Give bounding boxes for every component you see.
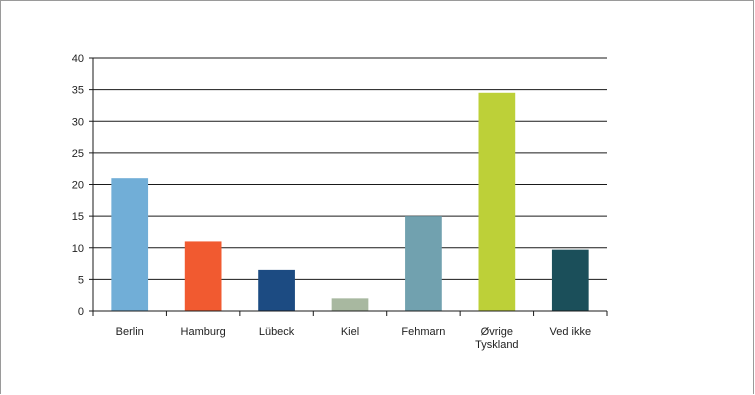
- x-tick-label: Kiel: [341, 326, 359, 338]
- bars: [111, 92, 589, 311]
- x-tick-label: Fehmarn: [401, 326, 445, 338]
- x-tick-label-line: Fehmarn: [401, 326, 445, 338]
- bar: [331, 298, 369, 311]
- bar: [258, 269, 295, 311]
- y-tick-label: 15: [72, 211, 84, 223]
- x-tick-label-line: Berlin: [116, 326, 144, 338]
- y-tick-label: 0: [78, 306, 84, 318]
- x-tick-label-line: Øvrige: [481, 326, 513, 338]
- x-tick-label-line: Tyskland: [475, 339, 518, 351]
- y-tick-label: 35: [72, 85, 84, 97]
- x-tick-label-line: Ved ikke: [549, 326, 591, 338]
- bar: [111, 178, 149, 311]
- x-tick-label: Øvrige Tyskland: [475, 326, 518, 351]
- y-tick-label: 25: [72, 148, 84, 160]
- x-tick-label-line: Lübeck: [259, 326, 295, 338]
- y-tick-label: 10: [72, 243, 84, 255]
- bar: [184, 241, 222, 311]
- gridlines: [93, 57, 607, 280]
- x-tick-label: Hamburg: [181, 326, 226, 338]
- bar: [478, 92, 516, 311]
- x-tick-label-line: Hamburg: [181, 326, 226, 338]
- bar: [405, 216, 442, 311]
- y-tick-labels: 0 5 10 15 20 25 30 35 40: [72, 53, 84, 318]
- axes: [89, 57, 608, 316]
- y-tick-label: 5: [78, 274, 84, 286]
- x-tick-label-line: Kiel: [341, 326, 359, 338]
- bar: [551, 249, 589, 311]
- x-tick-label: Ved ikke: [549, 326, 591, 338]
- y-tick-label: 20: [72, 180, 84, 192]
- x-tick-label: Berlin: [116, 326, 144, 338]
- y-tick-label: 40: [72, 53, 84, 65]
- x-tick-label: Lübeck: [259, 326, 295, 338]
- x-tick-labels: Berlin Hamburg Lübeck Kiel Fehmarn Øvrige Tysk…: [116, 326, 591, 351]
- y-tick-label: 30: [72, 116, 84, 128]
